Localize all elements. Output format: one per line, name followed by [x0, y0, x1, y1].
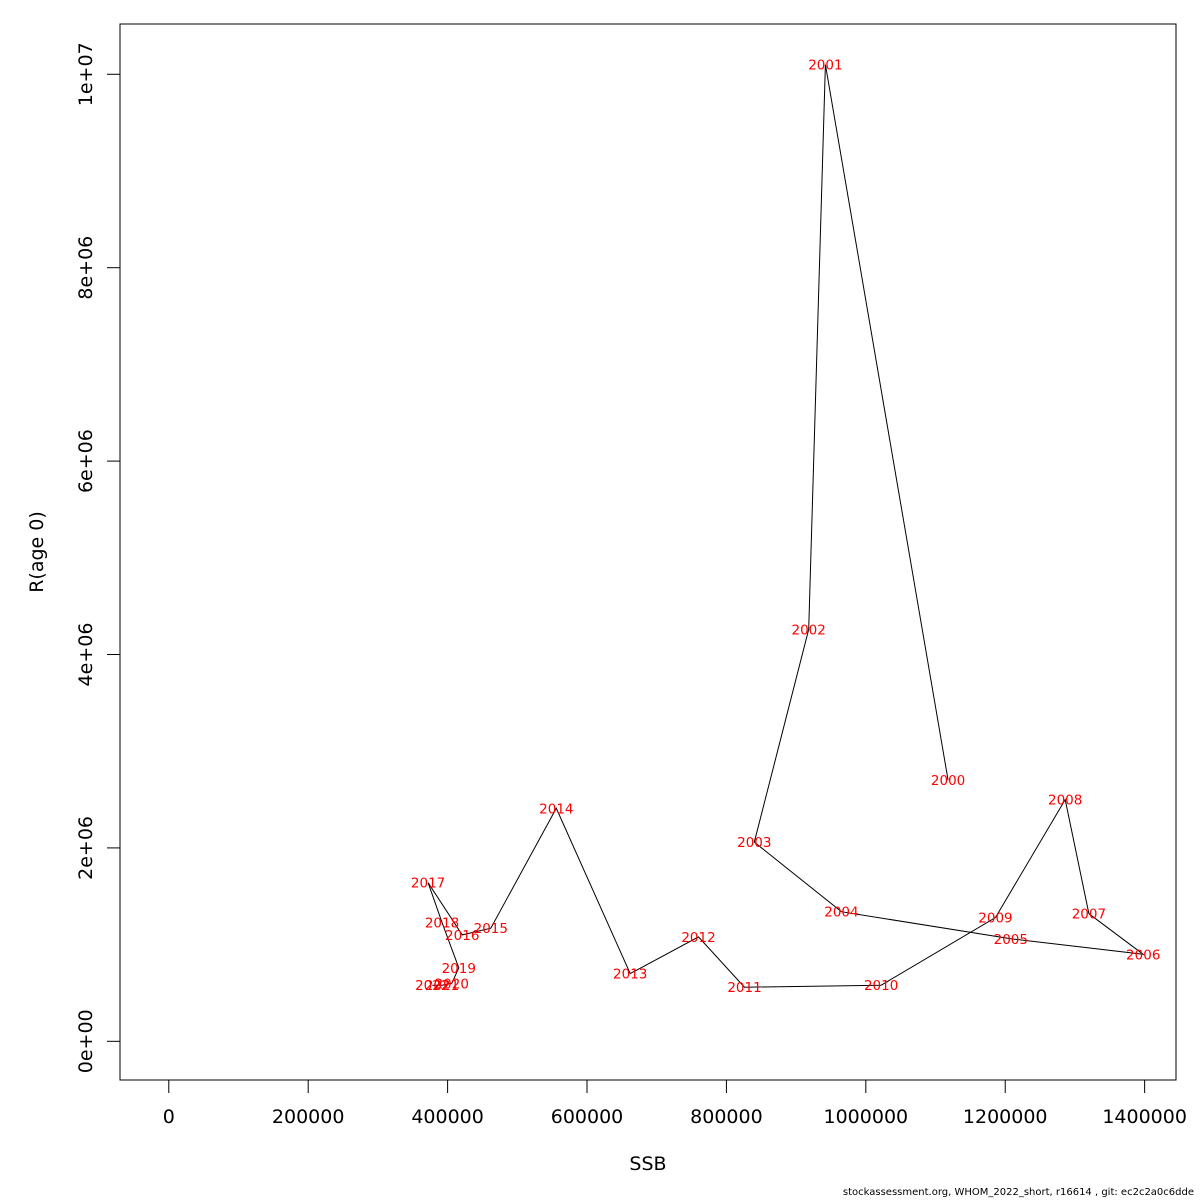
y-tick-label: 8e+06	[75, 236, 97, 300]
x-tick-label: 200000	[272, 1106, 345, 1128]
point-label-2013: 2013	[613, 967, 647, 983]
point-label-2015: 2015	[474, 921, 508, 937]
footer-credit: stockassessment.org, WHOM_2022_short, r1…	[842, 1187, 1194, 1198]
point-label-2004: 2004	[824, 905, 858, 921]
point-label-2009: 2009	[978, 911, 1012, 927]
x-tick-label: 600000	[551, 1106, 624, 1128]
y-tick-label: 6e+06	[75, 429, 97, 493]
x-axis: 0 200000 400000 600000 800000 1000000 1200000 1…	[163, 1079, 1187, 1128]
x-tick-label: 1400000	[1102, 1106, 1187, 1128]
x-tick-label: 1000000	[824, 1106, 909, 1128]
y-axis-title: R(age 0)	[26, 511, 48, 593]
point-label-2019: 2019	[442, 961, 476, 977]
y-tick-label: 2e+06	[75, 816, 97, 880]
point-label-2014: 2014	[539, 801, 573, 817]
point-label-2021: 2021	[425, 978, 459, 994]
series-line	[427, 64, 1145, 988]
point-label-2020: 2020	[435, 976, 469, 992]
point-label-2022: 2022	[415, 978, 449, 994]
point-label-2005: 2005	[994, 932, 1028, 948]
point-label-2003: 2003	[737, 835, 771, 851]
x-tick-label: 0	[163, 1106, 175, 1128]
point-label-2001: 2001	[808, 58, 842, 74]
point-label-2016: 2016	[445, 928, 479, 944]
y-axis: 0e+00 2e+06 4e+06 6e+06 8e+06 1e+07	[75, 42, 121, 1073]
x-tick-label: 1200000	[963, 1106, 1048, 1128]
x-tick-label: 800000	[690, 1106, 763, 1128]
recruitment-series: 2000 2001 2002 2003 2004 2005 2006 2007 2008 2009…	[411, 58, 1161, 997]
point-label-2018: 2018	[425, 915, 459, 931]
point-label-2006: 2006	[1126, 947, 1160, 963]
point-label-2000: 2000	[931, 773, 965, 789]
point-label-2007: 2007	[1072, 907, 1106, 923]
y-tick-label: 0e+00	[75, 1009, 97, 1073]
y-tick-label: 4e+06	[75, 623, 97, 687]
point-label-2011: 2011	[727, 980, 761, 996]
point-label-2002: 2002	[791, 622, 825, 638]
point-label-2010: 2010	[864, 978, 898, 994]
y-tick-label: 1e+07	[75, 42, 97, 106]
x-tick-label: 400000	[411, 1106, 484, 1128]
point-label-2017: 2017	[411, 876, 445, 892]
plot-frame	[119, 23, 1177, 1081]
x-axis-title: SSB	[629, 1153, 666, 1175]
point-label-2012: 2012	[681, 930, 715, 946]
point-label-2008: 2008	[1048, 793, 1082, 809]
